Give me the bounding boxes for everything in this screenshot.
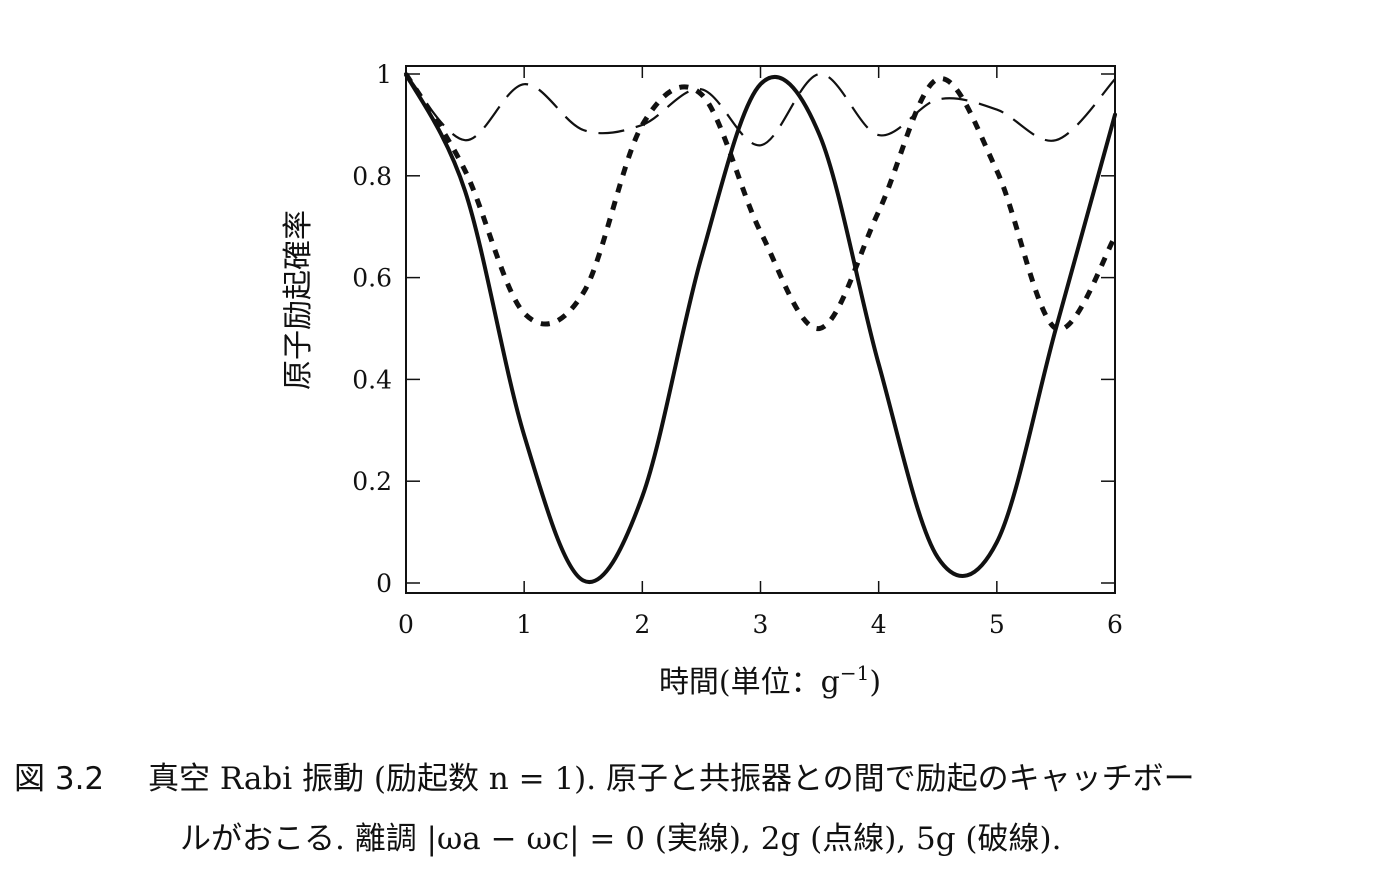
series-lines — [403, 72, 1118, 584]
x-axis-ticks: 0 1 2 3 4 5 6 — [398, 66, 1123, 639]
series-line-dotted — [403, 72, 1118, 332]
x-tick-label: 0 — [398, 610, 414, 639]
y-tick-label: 0.2 — [352, 467, 392, 496]
x-tick-label: 4 — [871, 610, 887, 639]
x-axis-label-close: ) — [869, 665, 881, 700]
y-tick-label: 0.6 — [352, 264, 392, 293]
x-tick-label: 3 — [753, 610, 769, 639]
caption-line-2: ルがおこる. 離調 |ωa − ωc| = 0 (実線), 2g (点線), 5… — [180, 821, 1062, 857]
y-tick-label: 0.8 — [352, 162, 392, 191]
x-tick-label: 2 — [634, 610, 650, 639]
x-axis-label: 時間(単位：g−1) — [659, 661, 881, 700]
x-axis-label-text: 時間(単位：g — [659, 665, 840, 700]
y-axis-label: 原子励起確率 — [281, 210, 316, 390]
y-tick-label: 1 — [376, 60, 392, 89]
x-tick-label: 6 — [1107, 610, 1123, 639]
series-line-dashed — [405, 72, 1116, 147]
y-tick-label: 0 — [376, 569, 392, 598]
series-line-solid — [404, 72, 1117, 584]
y-axis-ticks: 0 0.2 0.4 0.6 0.8 1 — [352, 60, 1115, 598]
x-tick-label: 5 — [989, 610, 1005, 639]
caption-line-1: 真空 Rabi 振動 (励起数 n = 1). 原子と共振器との間で励起のキャッ… — [148, 761, 1195, 797]
figure-number: 図 3.2 — [14, 761, 105, 797]
y-tick-label: 0.4 — [352, 365, 392, 394]
x-axis-label-exponent: −1 — [840, 661, 869, 685]
x-tick-label: 1 — [516, 610, 532, 639]
